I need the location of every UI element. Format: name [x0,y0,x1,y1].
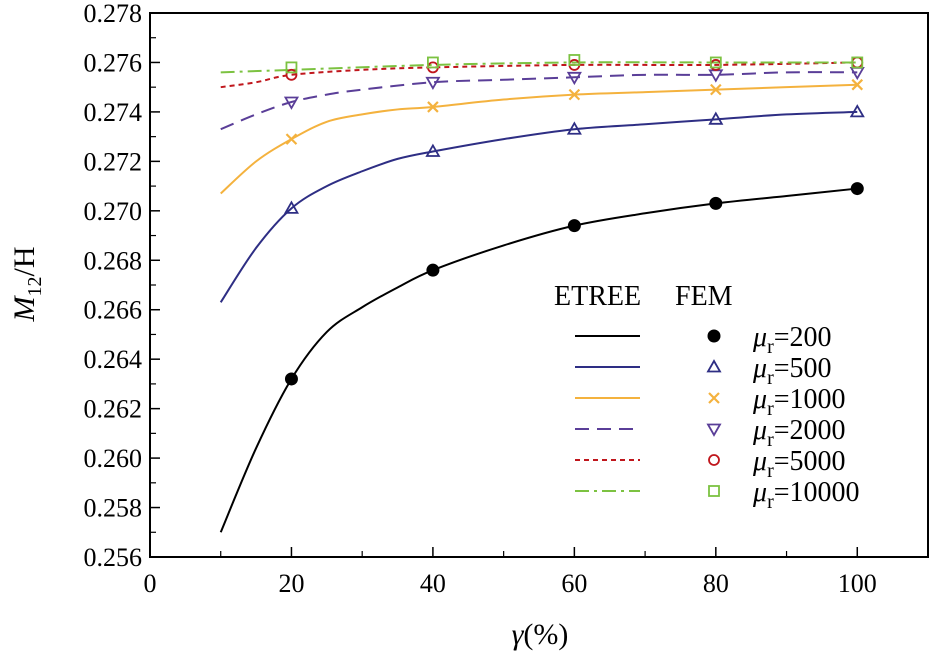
fem-point-0 [850,182,864,196]
legend-marker-5 [708,485,720,497]
fem-point-5 [851,56,864,69]
legend-header-etree: ETREE [554,281,641,312]
legend-label-5: μr=10000 [752,477,860,513]
fem-point-1 [283,200,300,214]
y-tick-label: 0.262 [84,395,143,424]
legend-label-0: μr=200 [752,322,832,358]
fem-point-2 [427,101,439,113]
legend-label-2: μr=1000 [752,384,846,420]
legend-marker-0 [707,329,721,343]
y-tick-label: 0.276 [84,48,143,77]
fem-point-0 [426,263,440,277]
series-line-5 [220,61,858,74]
legend-label-4: μr=5000 [752,446,846,482]
tick-labels: 0 20 40 60 80 100 0.256 0.258 0.260 0.262 0.264 0.2… [84,0,877,598]
y-tick-label: 0.270 [84,197,143,226]
y-tick-label: 0.274 [84,98,143,127]
fem-point-1 [566,121,582,135]
y-axis-label: M12/H [8,247,46,323]
x-tick-label: 80 [703,569,729,598]
y-tick-label: 0.268 [84,246,143,275]
y-tick-label: 0.256 [84,543,143,572]
x-tick-label: 100 [838,569,877,598]
y-tick-label: 0.272 [84,147,143,176]
fem-point-5 [285,61,298,74]
fem-point-1 [849,104,865,118]
legend-label-3: μr=2000 [752,415,846,451]
fem-point-5 [709,56,722,69]
fem-point-3 [283,96,300,110]
fem-point-2 [851,78,864,91]
y-tick-label: 0.260 [84,444,143,473]
y-tick-label: 0.264 [84,345,143,374]
series-line-1 [219,110,858,303]
y-tick-label: 0.258 [84,494,143,523]
fem-point-3 [425,76,441,91]
series-line-2 [220,83,858,195]
fem-point-0 [284,372,298,386]
x-tick-label: 60 [561,569,587,598]
axis-ticks [149,12,859,558]
x-tick-label: 20 [278,569,304,598]
x-tick-label: 40 [420,569,446,598]
legend-marker-1 [706,359,722,373]
legend-label-1: μr=500 [752,353,832,389]
x-axis-label: γ(%) [512,618,569,651]
series-line-3 [220,71,858,131]
plot-frame [149,12,929,558]
fem-point-1 [708,111,724,125]
series-markers [283,54,865,386]
x-tick-label: 0 [144,569,157,598]
legend-marker-4 [708,454,720,466]
fem-point-5 [568,54,581,66]
legend-marker-2 [708,392,720,404]
fem-point-0 [567,219,581,233]
legend-marker-3 [706,423,722,437]
fem-point-4 [285,68,298,81]
fem-point-2 [285,133,298,145]
y-tick-label: 0.278 [84,0,143,28]
fem-point-2 [710,83,722,96]
series-line-4 [220,61,858,89]
legend-header-fem: FEM [675,281,733,312]
fem-point-0 [709,196,723,210]
fem-point-5 [427,56,439,69]
legend: μr=200μr=500μr=1000μr=2000μr=5000μr=1000… [575,322,860,513]
fem-point-3 [566,71,582,86]
fem-point-2 [568,88,581,101]
y-tick-label: 0.266 [84,296,143,325]
fem-point-1 [425,143,441,157]
